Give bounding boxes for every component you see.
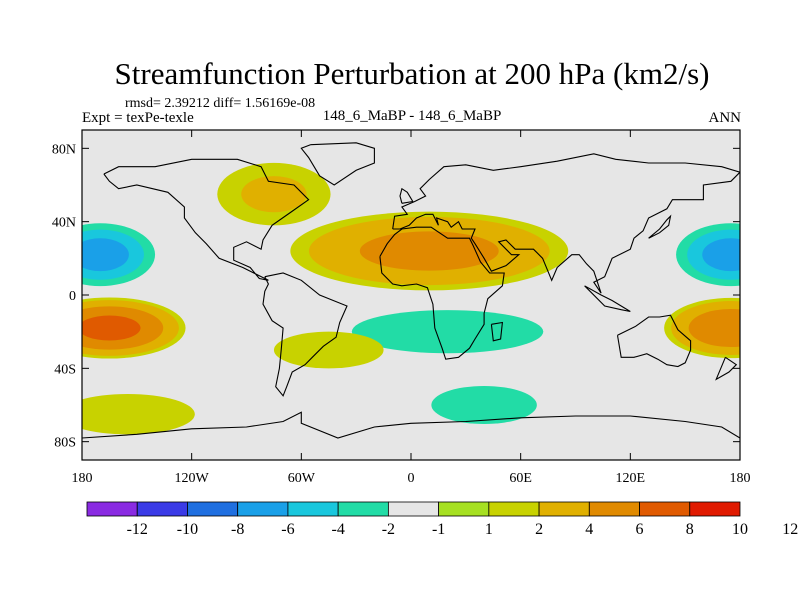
contour-region-8-level-8 — [82, 393, 195, 435]
colorbar-swatch — [287, 501, 339, 517]
coastline-australia — [616, 314, 692, 368]
colorbar-swatch — [689, 501, 741, 517]
contour-region-2-level-11 — [82, 315, 141, 341]
colorbar-swatch — [639, 501, 691, 517]
season-label: ANN — [709, 110, 742, 126]
x-tick-label: 180 — [730, 471, 751, 486]
colorbar-label: 10 — [732, 521, 748, 538]
contour-region-10-level-6 — [658, 163, 712, 207]
experiment-label: Expt = texPe-texle — [82, 110, 194, 126]
coastline-greenland — [300, 142, 375, 186]
colorbar-label: 12 — [782, 521, 798, 538]
colorbar-label: -12 — [127, 521, 148, 538]
coastline-new-zealand — [715, 356, 738, 381]
y-tick-label: 80S — [54, 436, 76, 451]
colorbar-label: 1 — [485, 521, 493, 538]
colorbar-label: -4 — [331, 521, 344, 538]
colorbar-label: 2 — [535, 521, 543, 538]
x-tick-label: 180 — [72, 471, 93, 486]
coastline-layer — [82, 142, 740, 439]
colorbar-label: 4 — [585, 521, 593, 538]
contour-region-5-level-5 — [351, 310, 544, 354]
colorbar-swatch — [588, 501, 640, 517]
colorbar-label: -2 — [382, 521, 395, 538]
y-tick-label: 80N — [52, 142, 76, 157]
coastline-north-america — [103, 158, 310, 281]
contour-region-7-level-9 — [241, 176, 307, 213]
contour-fill-layer — [82, 149, 740, 435]
colorbar-swatch — [488, 501, 540, 517]
colorbar-swatch — [237, 501, 289, 517]
x-tick-label: 120W — [175, 471, 210, 486]
coastline-madagascar — [490, 321, 504, 342]
y-tick-label: 40S — [54, 362, 76, 377]
case-label: 148_6_MaBP - 148_6_MaBP — [323, 108, 502, 124]
colorbar-label: -6 — [281, 521, 294, 538]
contour-region-6-level-5 — [431, 385, 537, 425]
map-panel: 180 120W 60W 0 60E 120E 180 80N 40N 0 40S 80S — [52, 129, 751, 486]
coastline-uk — [399, 187, 414, 204]
colorbar-label: 6 — [636, 521, 644, 538]
colorbar-swatch — [438, 501, 490, 517]
contour-region-11-level-8 — [273, 331, 384, 369]
contour-region-3-level-10 — [688, 308, 740, 348]
colorbar-swatch — [538, 501, 590, 517]
colorbar-swatch — [187, 501, 239, 517]
colorbar-label: -10 — [177, 521, 198, 538]
y-axis: 80N 40N 0 40S 80S — [52, 142, 740, 451]
coastline-indonesia — [584, 285, 631, 313]
y-tick-label: 40N — [52, 216, 76, 231]
coastline-japan — [648, 214, 672, 239]
colorbar-label: -8 — [231, 521, 244, 538]
colorbar: -12 -10 -8 -6 -4 -2 -1 1 2 4 6 8 10 12 — [86, 501, 798, 538]
contour-region-1-level-3 — [702, 238, 740, 272]
coastline-south-america — [262, 272, 348, 397]
x-tick-label: 60W — [288, 471, 316, 486]
y-tick-label: 0 — [69, 289, 76, 304]
colorbar-swatch — [86, 501, 138, 517]
colorbar-swatch — [387, 501, 440, 517]
coastline-africa — [379, 226, 505, 360]
colorbar-label: 8 — [686, 521, 694, 538]
x-tick-label: 0 — [408, 471, 415, 486]
x-axis: 180 120W 60W 0 60E 120E 180 — [72, 130, 751, 486]
contour-region-0-level-3 — [82, 238, 129, 272]
stats-line: rmsd= 2.39212 diff= 1.56169e-08 — [125, 96, 315, 111]
plot-title: Streamfunction Perturbation at 200 hPa (… — [115, 56, 710, 91]
colorbar-label: -1 — [432, 521, 445, 538]
colorbar-swatch — [337, 501, 389, 517]
colorbar-swatch — [136, 501, 188, 517]
contour-region-4-level-10 — [359, 231, 499, 271]
coastline-antarctica — [82, 411, 740, 439]
coastline-eurasia — [392, 153, 740, 294]
x-tick-label: 60E — [509, 471, 532, 486]
x-tick-label: 120E — [616, 471, 646, 486]
